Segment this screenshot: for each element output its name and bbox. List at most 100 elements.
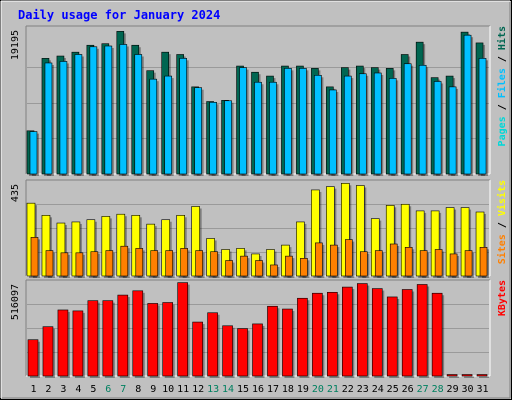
kbytes-bar (446, 374, 458, 377)
kbytes-bar (416, 284, 428, 377)
sites-bar (150, 250, 159, 277)
kbytes-bar (192, 321, 203, 377)
x-tick-label: 9 (150, 384, 156, 395)
sites-bar (90, 251, 99, 277)
sites-bar (270, 264, 278, 277)
legend-text: Sites / Visits (496, 180, 508, 264)
files-bar (463, 34, 472, 175)
kbytes-bar (177, 282, 188, 377)
files-bar (179, 58, 187, 175)
kbytes-bar (431, 292, 443, 377)
files-bar (224, 100, 232, 175)
legend-item-sites: Sites (496, 234, 508, 264)
x-tick-label: 24 (372, 384, 384, 395)
files-bar (478, 58, 487, 175)
legend-item-pages: Pages (497, 116, 508, 146)
kbytes-bar (162, 302, 174, 377)
kbytes-bar (87, 300, 99, 377)
sites-bar (300, 258, 308, 277)
kbytes-bar-shadow (449, 376, 460, 378)
files-bar (373, 72, 382, 175)
legend-item-kbytes: KBytes (497, 280, 508, 316)
sites-bar (105, 250, 114, 277)
sites-bar (165, 250, 174, 277)
sites-bar (45, 250, 54, 277)
x-tick-label: 29 (447, 384, 459, 395)
sites-bar (75, 252, 84, 277)
x-tick-label: 14 (222, 384, 234, 395)
sites-bar (449, 253, 458, 277)
legend-item-visits: Visits (496, 180, 508, 216)
kbytes-bar (461, 374, 473, 377)
kbytes-bar (237, 328, 248, 377)
files-bar (254, 81, 262, 175)
sites-bar (135, 248, 144, 277)
kbytes-bar (42, 326, 54, 377)
x-tick-label: 25 (387, 384, 399, 395)
x-tick-label: 12 (192, 384, 204, 395)
kbytes-bar (267, 305, 278, 377)
sites-bar (285, 255, 293, 277)
sites-bar (180, 248, 188, 277)
chart-panels: 19195 435 516097 Pages / Files / Hits Sites … (10, 25, 508, 378)
x-tick-label: 26 (402, 384, 414, 395)
kbytes-bar (282, 308, 293, 377)
files-bar (284, 68, 292, 175)
kbytes-bar (342, 286, 353, 377)
kbytes-bar (312, 292, 323, 377)
kbytes-bar (117, 294, 129, 377)
x-tick-label: 4 (75, 384, 81, 395)
sites-bar (30, 237, 39, 277)
files-bar (134, 54, 143, 175)
y-axis-max-label: 19195 (10, 30, 21, 60)
kbytes-bar-shadow (479, 376, 490, 378)
files-bar (149, 78, 158, 175)
kbytes-bar (207, 312, 218, 377)
legend-separator: / (497, 98, 508, 116)
legend-text: KBytes (497, 280, 508, 316)
sites-bar (210, 251, 218, 277)
kbytes-bar (147, 303, 159, 377)
kbytes-bar (297, 297, 308, 377)
files-bar (358, 73, 367, 175)
sites-bar (359, 251, 368, 277)
x-tick-label: 5 (90, 384, 96, 395)
files-bar (269, 81, 277, 175)
x-tick-label: 2 (45, 384, 51, 395)
files-bar (74, 54, 83, 175)
x-tick-label: 18 (282, 384, 294, 395)
kbytes-bar (386, 296, 398, 377)
x-tick-label: 1 (30, 384, 36, 395)
sites-bar (389, 243, 398, 277)
kbytes-bar-shadow (464, 376, 475, 378)
panel-kbytes: 516097 (10, 279, 491, 378)
files-bar (194, 87, 202, 175)
legend-item-hits: Hits (496, 26, 508, 50)
y-axis-max-label: 435 (10, 184, 21, 202)
x-tick-label: 3 (60, 384, 66, 395)
kbytes-bar (102, 300, 114, 377)
sites-bar (195, 250, 203, 277)
files-bar (388, 78, 397, 175)
kbytes-bar (356, 283, 368, 377)
sites-bar (315, 242, 323, 277)
sites-bar (464, 250, 473, 277)
files-bar (448, 86, 457, 175)
legend-hits-files-pages: Pages / Files / Hits (496, 26, 508, 146)
x-tick-label: 11 (177, 384, 189, 395)
x-tick-label: 7 (120, 384, 126, 395)
sites-bar (225, 260, 233, 277)
x-tick-label: 15 (237, 384, 249, 395)
kbytes-bar (27, 339, 39, 377)
legend-item-files: Files (496, 68, 508, 98)
files-bar (418, 64, 427, 175)
x-tick-label: 13 (207, 384, 219, 395)
kbytes-bar (72, 310, 84, 377)
sites-bar (255, 260, 263, 277)
x-tick-label: 8 (135, 384, 141, 395)
legend-separator: / (497, 216, 508, 234)
files-bar (89, 46, 98, 175)
legend-kbytes: KBytes (497, 280, 508, 316)
files-bar (299, 68, 307, 175)
kbytes-bar (401, 289, 413, 377)
